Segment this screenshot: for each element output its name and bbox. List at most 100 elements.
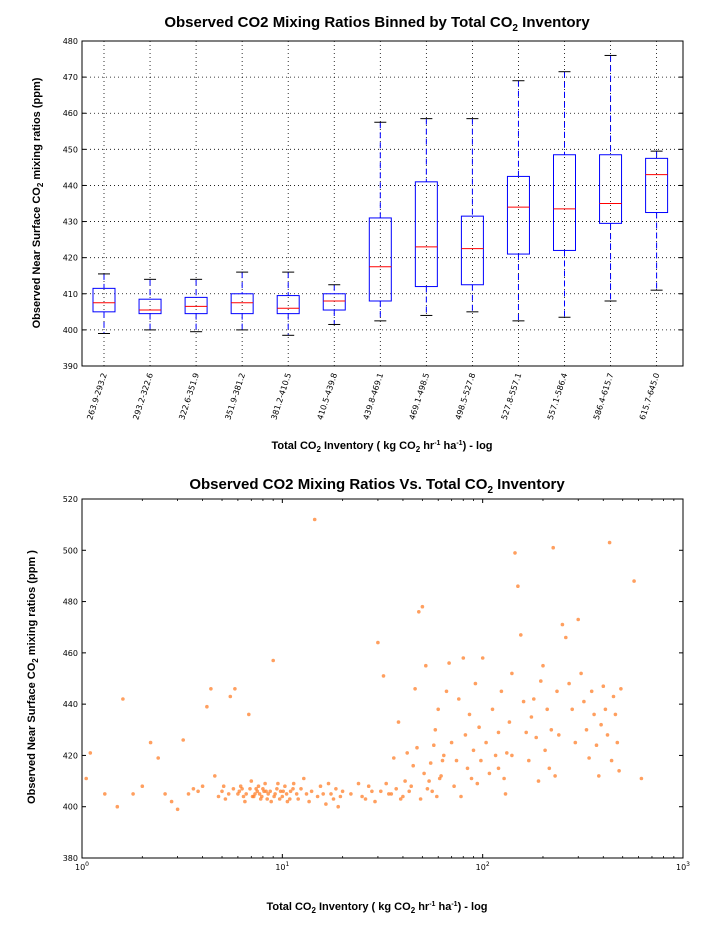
scatter-point xyxy=(226,792,231,796)
box-iqr xyxy=(230,293,254,315)
scatter-point xyxy=(329,792,333,796)
scatter-point xyxy=(430,789,435,794)
scatter-point xyxy=(479,758,483,763)
x-tick-label: 101 xyxy=(275,861,289,872)
scatter-chart-x-ticks: 100 101 102 103 xyxy=(75,499,690,872)
scatter-point xyxy=(493,753,498,758)
label-part: -1 xyxy=(429,901,435,908)
scatter-point xyxy=(609,758,614,763)
scatter-point xyxy=(266,792,271,796)
scatter-point xyxy=(240,787,244,791)
scatter-point xyxy=(321,792,326,796)
scatter-point xyxy=(475,781,480,786)
scatter-point xyxy=(487,771,492,776)
scatter-point xyxy=(407,789,412,794)
scatter-point xyxy=(220,789,224,794)
scatter-point xyxy=(589,689,594,694)
scatter-point xyxy=(394,787,399,791)
scatter-point xyxy=(288,789,293,794)
y-tick-label: 420 xyxy=(63,254,78,263)
label-part: Total CO xyxy=(271,440,316,452)
label-part: Inventory ( kg CO xyxy=(321,440,416,452)
x-tick-exp: 2 xyxy=(486,861,490,868)
scatter-point xyxy=(557,733,561,737)
x-tick-base: 10 xyxy=(476,863,486,872)
label-part: mixing ratios (ppm ) xyxy=(26,550,38,659)
scatter-point xyxy=(200,784,205,788)
x-category-label: 263.9-293.2 xyxy=(85,372,109,421)
box-group xyxy=(414,118,438,316)
scatter-point xyxy=(597,774,601,778)
box-iqr xyxy=(414,181,438,288)
scatter-point xyxy=(553,774,557,778)
scatter-point xyxy=(417,610,421,614)
scatter-point xyxy=(221,784,226,788)
scatter-point xyxy=(315,794,320,799)
scatter-point xyxy=(601,684,606,688)
scatter-point xyxy=(496,766,501,771)
scatter-point xyxy=(567,681,571,686)
box-chart-boxes xyxy=(92,54,669,336)
box-group xyxy=(230,271,254,331)
label-part: Observed Near Surface CO xyxy=(26,662,38,804)
box-chart-plot-area xyxy=(81,40,684,367)
scatter-point xyxy=(307,799,311,804)
scatter-point xyxy=(338,794,343,799)
scatter-point xyxy=(254,787,258,791)
x-tick-label: 102 xyxy=(476,861,490,872)
x-category-label: 498.5-527.8 xyxy=(454,372,478,421)
scatter-point xyxy=(299,787,303,791)
scatter-point xyxy=(276,781,280,786)
box-chart-title-sub: 2 xyxy=(512,23,518,34)
scatter-point xyxy=(435,794,439,799)
scatter-point xyxy=(502,776,506,781)
scatter-point xyxy=(257,792,262,796)
box-chart-x-label: Total CO2 Inventory ( kg CO2 hr-1 ha-1) … xyxy=(271,440,492,454)
scatter-point xyxy=(447,661,451,665)
scatter-point xyxy=(503,792,508,796)
scatter-point xyxy=(121,697,125,701)
scatter-chart-x-label: Total CO2 Inventory ( kg CO2 hr-1 ha-1) … xyxy=(266,901,487,915)
scatter-point xyxy=(237,789,242,794)
scatter-point xyxy=(334,787,338,791)
scatter-point xyxy=(250,794,255,799)
scatter-point xyxy=(613,712,618,717)
scatter-point xyxy=(277,797,282,801)
scatter-point xyxy=(592,712,596,717)
box-iqr xyxy=(184,296,208,315)
scatter-point xyxy=(543,748,547,753)
x-category-label: 469.1-498.5 xyxy=(408,372,432,421)
scatter-point xyxy=(573,740,578,745)
scatter-chart-title-sub: 2 xyxy=(487,485,493,496)
scatter-point xyxy=(213,774,217,778)
box-iqr xyxy=(322,293,346,311)
scatter-point xyxy=(605,733,610,737)
label-part: mixing ratios (ppm) xyxy=(31,77,43,182)
label-part: 2 xyxy=(316,445,321,454)
scatter-chart-title-end: Inventory xyxy=(493,476,565,493)
box-group xyxy=(645,150,669,291)
x-category-label: 381.2-410.5 xyxy=(269,372,293,421)
scatter-point xyxy=(490,707,495,712)
scatter-point xyxy=(318,784,323,788)
scatter-point xyxy=(163,792,167,796)
scatter-point xyxy=(463,733,468,737)
scatter-point xyxy=(467,712,472,717)
scatter-point xyxy=(278,789,283,794)
label-part: 2 xyxy=(416,445,421,454)
scatter-point xyxy=(524,730,528,735)
y-tick-label: 400 xyxy=(63,326,78,335)
scatter-point xyxy=(181,738,185,742)
scatter-point xyxy=(265,797,270,801)
scatter-point xyxy=(294,792,299,796)
label-part: Observed Near Surface CO xyxy=(31,187,43,329)
scatter-chart-plot-area xyxy=(81,498,684,859)
scatter-point xyxy=(275,787,279,791)
scatter-point xyxy=(437,776,442,781)
scatter-point xyxy=(632,579,636,583)
scatter-point xyxy=(302,776,306,781)
box-iqr xyxy=(506,175,530,255)
scatter-point xyxy=(175,807,180,812)
box-chart-y-ticks: 390 400 410 420 430 440 450 460 470 480 xyxy=(63,37,683,371)
